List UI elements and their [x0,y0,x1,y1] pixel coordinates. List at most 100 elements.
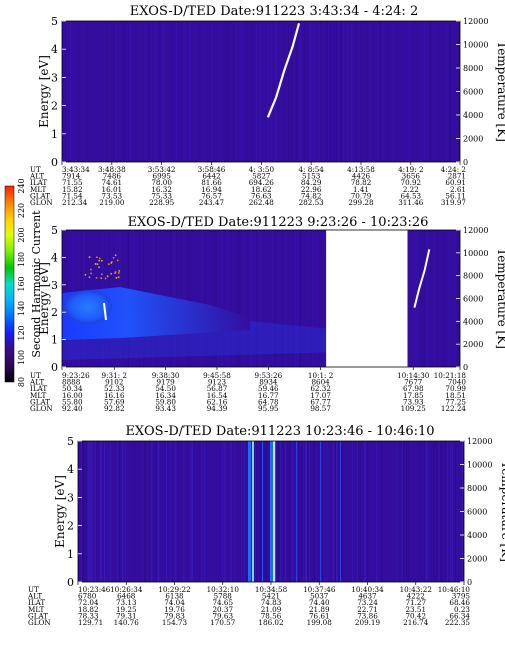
table-cell: 19.25 [116,605,137,614]
colorbar-label: Second Harmonic Current [30,210,43,358]
noise-speck [114,271,117,273]
table-cell: 55.80 [62,397,83,406]
noise-speck [117,272,120,274]
colorbar-tick-label: 200 [17,227,26,242]
table-cell: 10:23:46 [78,585,111,594]
panel-1-features [65,21,459,162]
table-row-label: GLAT [28,611,48,620]
noise-speck [100,277,103,280]
table-cell: 199.08 [307,618,333,627]
temperature-tick-label: 8000 [463,64,483,73]
table-cell: 262.48 [249,198,275,207]
energy-tick-label: 4 [51,43,58,56]
panel-2-axes: 0 1 2 3 4 5 0 2000 4000 6000 8000 10000 12000 Energy … [37,224,505,374]
energy-tick-label: 5 [51,224,58,237]
table-cell: 5037 [310,592,329,601]
table-cell: 8604 [311,378,330,387]
energy-tick-label: 4 [67,463,74,476]
table-cell: 109.25 [401,404,427,413]
table-cell: 22.71 [357,605,378,614]
panel-2: EXOS-D/TED Date:911223 9:23:26 - 10:23:2… [29,215,505,413]
table-cell: 10:46:10 [438,585,471,594]
noise-speck [98,257,101,260]
table-cell: 50.34 [62,384,83,393]
table-cell: 16.77 [258,391,279,400]
table-cell: 73.13 [116,598,137,607]
table-cell: 74.61 [102,178,123,187]
table-cell: 8888 [62,378,81,387]
table-cell: 243.47 [199,198,225,207]
table-row-label: MLT [30,391,47,400]
noise-speck [110,272,113,275]
table-cell: 4:13:58 [347,165,375,174]
noise-speck [95,276,98,279]
table-cell: 74.83 [261,598,282,607]
table-cell: 17.85 [403,391,424,400]
panel-2-features [62,230,458,367]
table-cell: 16.94 [201,185,222,194]
table-cell: 186.02 [258,618,283,627]
table-cell: 170.57 [210,618,236,627]
energy-tick-label: 3 [67,491,74,504]
temperature-tick-label: 12000 [467,437,492,446]
table-cell: 18.62 [251,185,272,194]
table-cell: 56.87 [207,384,228,393]
table-cell: 71.27 [405,598,426,607]
table-cell: 76.63 [251,191,272,200]
table-row-label: GLON [30,198,53,207]
table-cell: 16.34 [155,391,176,400]
energy-tick-label: 1 [51,128,58,141]
energy-tick-label: 4 [51,251,58,264]
temperature-tick-label: 4000 [463,317,483,326]
noise-speck [117,276,120,279]
noise-speck [112,256,115,259]
table-cell: 16.54 [207,391,228,400]
table-cell: 1.41 [353,185,369,194]
noise-speck [114,254,117,257]
panel-3-axes: 0 1 2 3 4 5 0 2000 4000 6000 8000 10000 12000 Energy … [53,435,505,589]
bright-stripe [252,441,254,582]
table-cell: 9:31: 2 [102,371,127,380]
table-cell: 67.98 [403,384,424,393]
table-cell: 57.69 [104,397,125,406]
bright-stripe [340,441,341,582]
table-cell: 122.24 [441,404,467,413]
table-cell: 140.76 [114,618,140,627]
table-cell: 5788 [214,592,233,601]
bright-stripe [270,441,273,582]
table-cell: 77.25 [445,397,466,406]
table-cell: 73.53 [102,191,123,200]
energy-tick-label: 0 [51,361,58,374]
table-cell: 74.65 [212,598,233,607]
table-cell: 212.34 [62,198,88,207]
table-cell: 3:53:42 [148,165,176,174]
table-cell: 10:37:46 [303,585,336,594]
table-cell: 228.95 [149,198,175,207]
temperature-tick-label: 2000 [463,340,483,349]
table-row-label: ALT [29,172,44,181]
panel-1-axes: 0 1 2 3 4 5 0 2000 4000 6000 8000 10000 12000 Energy … [37,15,505,169]
table-cell: 7040 [448,378,467,387]
table-cell: 222.35 [445,618,471,627]
table-cell: 23.51 [405,605,426,614]
table-cell: 92.40 [62,404,83,413]
data-gap [326,230,408,367]
noise-speck [90,272,92,275]
table-row-label: GLAT [30,191,50,200]
table-cell: 18.82 [78,605,99,614]
colorbar-tick-label: 180 [17,252,26,267]
table-cell: 18.51 [445,391,466,400]
table-cell: 54.50 [155,384,176,393]
table-cell: 8934 [259,378,278,387]
table-cell: 10:32:10 [207,585,240,594]
noise-speck [95,256,98,259]
table-cell: 6442 [202,172,220,181]
table-row-label: MLT [30,185,47,194]
panel-1-title: EXOS-D/TED Date:911223 3:43:34 - 4:24: 2 [130,4,418,19]
energy-tick-label: 1 [51,334,58,347]
table-cell: 10:21:18 [434,371,467,380]
noise-speck [116,259,119,262]
table-cell: 70.79 [351,191,372,200]
